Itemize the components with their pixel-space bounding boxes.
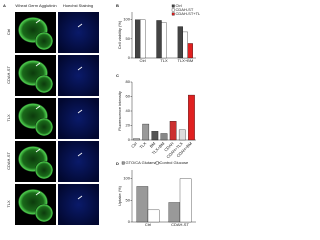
x-tick-label: TLX+BM: [177, 58, 193, 63]
x-tick-label: Ctrl: [130, 141, 138, 149]
bar: [178, 129, 186, 141]
bar: [161, 22, 167, 59]
bar: [177, 26, 183, 59]
cell: [35, 75, 53, 93]
arrow: [35, 191, 41, 196]
legend-swatch: [171, 4, 175, 8]
micrograph-blue: [58, 55, 99, 96]
row-label: TLX: [6, 114, 11, 122]
y-tick-label: 100: [123, 17, 130, 22]
y-tick-label: 100: [123, 176, 130, 181]
y-tick-label: 50: [126, 197, 131, 202]
micrograph-blue: [58, 98, 99, 139]
legend-label: CDAH-ST: [176, 7, 194, 12]
bar: [160, 133, 168, 141]
bar: [142, 123, 150, 141]
legend-label: CDAH-ST+TLX: [176, 11, 201, 16]
x-tick-label: BM: [149, 141, 157, 149]
panel-label: A: [3, 3, 6, 8]
bar: [168, 202, 181, 223]
micrograph-blue: [58, 184, 99, 225]
y-tick-label: 0: [128, 137, 131, 142]
cell: [35, 204, 53, 222]
y-axis-label: Cell viability (%): [117, 20, 122, 49]
y-tick-label: 0: [128, 219, 131, 224]
arrow: [77, 109, 83, 114]
panel-label: C: [116, 73, 119, 78]
arrow: [77, 152, 83, 157]
bar: [151, 131, 159, 141]
arrow: [35, 62, 41, 67]
cell: [35, 32, 53, 50]
y-tick-label: 80: [126, 79, 131, 84]
y-axis-label: Fluorescence intensity: [117, 91, 122, 131]
legend-swatch: [171, 12, 175, 16]
arrow: [35, 148, 41, 153]
arrow: [35, 105, 41, 110]
bar: [136, 186, 149, 223]
y-tick-label: 0: [128, 55, 131, 60]
x-tick-label: Ctrl: [145, 222, 151, 227]
bar: [188, 94, 195, 141]
bar: [140, 19, 146, 59]
x-tick-label: TLX: [160, 58, 168, 63]
y-axis-label: Uptake (%): [117, 185, 122, 206]
y-tick-label: 20: [126, 123, 131, 128]
bar: [133, 138, 140, 141]
legend-label: GTO/CA Glutamate: [126, 160, 161, 165]
micrograph-blue: [58, 141, 99, 182]
legend-swatch: [155, 161, 159, 165]
bar: [187, 43, 193, 59]
x-tick-label: CDAH: [163, 141, 175, 153]
panel-label: D: [116, 161, 119, 166]
bar: [182, 31, 188, 59]
row-label: CDAH-ST: [6, 152, 11, 170]
legend-swatch: [121, 161, 125, 165]
arrow: [77, 195, 83, 200]
x-tick-label: TLX: [138, 141, 147, 150]
legend-label: Control Glucose: [160, 160, 189, 165]
bar: [135, 19, 141, 59]
cell: [35, 161, 53, 179]
bar: [147, 209, 160, 223]
arrow: [77, 23, 83, 28]
y-tick-label: 60: [126, 94, 131, 99]
legend-label: Ctrl: [176, 3, 182, 8]
arrow: [77, 66, 83, 71]
row-label: Ctrl: [6, 29, 11, 35]
y-tick-label: 50: [126, 36, 131, 41]
figure: A Wheat Germ Agglutinin Hoechst Staining Ct…: [3, 3, 203, 227]
panel-label: B: [116, 3, 119, 8]
arrow: [35, 19, 41, 24]
x-tick-label: Ctrl: [140, 58, 146, 63]
y-tick-label: 40: [126, 108, 131, 113]
column-header: Wheat Germ Agglutinin: [15, 3, 56, 8]
cell: [35, 118, 53, 136]
bar: [156, 20, 162, 59]
column-header: Hoechst Staining: [63, 3, 93, 8]
row-label: CDAH-ST: [6, 66, 11, 84]
legend-swatch: [171, 8, 175, 12]
x-tick-label: CDAH-ST: [171, 222, 189, 227]
bar: [179, 178, 192, 223]
micrograph-blue: [58, 12, 99, 53]
bar: [169, 121, 177, 141]
row-label: TLX: [6, 200, 11, 208]
